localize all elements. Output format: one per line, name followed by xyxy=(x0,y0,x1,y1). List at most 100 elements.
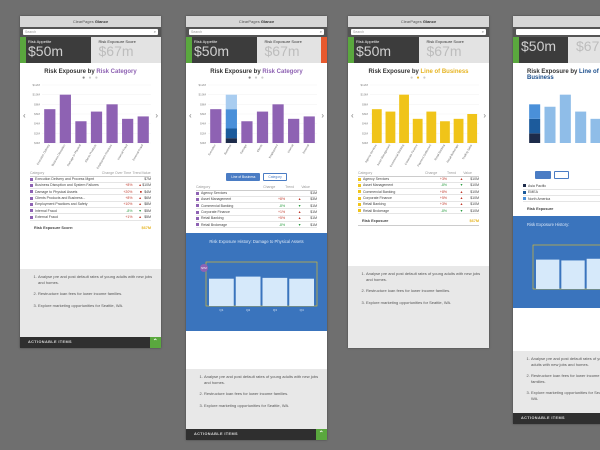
chevron-right-icon[interactable]: › xyxy=(321,111,324,120)
side-tab[interactable] xyxy=(513,37,519,63)
y-tick-label: $0M xyxy=(362,141,368,145)
y-tick-label: $12M xyxy=(32,83,40,87)
table-row[interactable]: Retail Banking +5% ▲ $1M xyxy=(196,215,317,223)
table-row[interactable]: Commercial Banking -8% ▼ $1M xyxy=(196,202,317,210)
color-swatch xyxy=(358,196,361,200)
search-icon[interactable]: ⌕ xyxy=(319,29,322,34)
table-header: Category xyxy=(30,171,102,177)
bar-segment xyxy=(225,128,237,139)
search-input[interactable]: Search xyxy=(189,29,324,35)
table-row[interactable]: Business Disruption and System Failures +… xyxy=(30,182,151,190)
action-item[interactable]: Restructure loan fees for lower income f… xyxy=(366,288,481,294)
table-row[interactable]: Damage to Physical Assets +20% ■ $4M xyxy=(30,188,151,196)
table-row[interactable]: Retail Banking +3% ▲ $10M xyxy=(358,201,479,209)
x-tick-label: Clients xyxy=(256,143,264,153)
table-row[interactable]: Retail Brokerage -8% ▼ $1M xyxy=(196,221,317,229)
kpi-risk-appetite[interactable]: $50m xyxy=(521,38,557,54)
value-marker-label: $7M xyxy=(201,266,207,270)
chevron-right-icon[interactable]: › xyxy=(483,111,486,120)
history-bar xyxy=(561,260,585,290)
action-item[interactable]: Analyse pre and post default rates of yo… xyxy=(204,374,319,385)
page-dots[interactable]: ● ● ● xyxy=(248,75,265,81)
chart-title: Risk Exposure by Line of Business xyxy=(527,69,599,81)
kpi-risk-exposure[interactable]: Risk Exposure Score $67m xyxy=(90,37,161,63)
table-row[interactable]: Retail Brokerage -8% ▼ $10M xyxy=(358,207,479,215)
chevron-left-icon[interactable]: ‹ xyxy=(23,111,26,120)
kpi-risk-exposure[interactable]: $67m xyxy=(568,37,600,63)
table-row[interactable]: Execution Delivery and Process Mgmt $7M xyxy=(30,176,151,183)
action-item[interactable]: Analyse pre and post default rates of yo… xyxy=(366,271,481,282)
search-icon[interactable]: ⌕ xyxy=(481,29,484,34)
kpi-risk-appetite[interactable]: Risk Appetite $50m xyxy=(356,39,392,59)
y-tick-label: $8M xyxy=(362,102,368,106)
side-tab-right[interactable] xyxy=(321,37,327,63)
actionable-items-footer[interactable]: ACTIONABLE ITEMS ⌃ xyxy=(186,429,327,440)
action-item[interactable]: Explore marketing opportunities for Seat… xyxy=(204,403,319,409)
toggle-category[interactable]: Category xyxy=(263,173,287,181)
bar-segment xyxy=(225,138,237,143)
table-header: Trend xyxy=(132,171,142,177)
legend-table: Category Change Over Time Trend Value Execut… xyxy=(30,171,151,221)
chart-title: Risk Exposure by Risk Category xyxy=(210,69,303,75)
chevron-left-icon[interactable]: ‹ xyxy=(351,111,354,120)
table-row[interactable]: Employment Practices and Safety +10% ▲ $8M xyxy=(30,201,151,209)
kpi-risk-exposure[interactable]: Risk Exposure Score $67m xyxy=(418,37,489,63)
bar xyxy=(385,111,396,143)
search-input[interactable]: Search xyxy=(351,29,486,35)
action-item[interactable]: Analyse pre and post default rates of yo… xyxy=(38,274,153,285)
kpi-risk-appetite[interactable]: Risk Appetite $50m xyxy=(28,39,64,59)
kpi-strip: Risk Appetite $50m Risk Exposure Score $67… xyxy=(20,37,161,63)
side-tab[interactable] xyxy=(186,37,192,63)
kpi-strip: Risk Appetite $50m Risk Exposure Score $67… xyxy=(186,37,327,63)
table-row[interactable]: Corporate Finance +1% ▲ $1M xyxy=(196,208,317,216)
toggle-button[interactable] xyxy=(553,171,569,179)
search-input[interactable] xyxy=(516,29,600,35)
y-tick-label: $4M xyxy=(34,122,40,126)
chevron-left-icon[interactable]: ‹ xyxy=(189,111,192,120)
table-header: Value xyxy=(141,171,151,177)
kpi-strip: Risk Appetite $50m Risk Exposure Score $67… xyxy=(348,37,489,63)
table-row[interactable]: Agency Services $1M xyxy=(196,190,317,197)
page-dots[interactable]: ● ● ● xyxy=(82,75,99,81)
table-row[interactable]: Asset Management -8% ▼ $10M xyxy=(358,182,479,190)
table-row[interactable]: Commercial Banking +8% ▲ $10M xyxy=(358,188,479,196)
action-item[interactable]: Restructure loan fees for lower income f… xyxy=(38,291,153,297)
action-item[interactable]: Restructure loan fees for lower income f… xyxy=(204,391,319,397)
view-toggle: Line of Business Category xyxy=(186,173,327,181)
table-row[interactable]: Corporate Finance +5% ▲ $10M xyxy=(358,194,479,202)
x-tick-label: Business xyxy=(223,143,232,155)
toggle-button[interactable] xyxy=(535,171,551,179)
bar xyxy=(122,118,134,143)
action-item[interactable]: Explore marketing opportunities for Seat… xyxy=(38,303,153,309)
action-item[interactable]: Explore marketing opportunities for Seat… xyxy=(366,300,481,306)
color-swatch xyxy=(358,209,361,213)
kpi-risk-appetite[interactable]: Risk Appetite $50m xyxy=(194,39,230,59)
table-row[interactable]: Internal Fraud -8% ▼ $5M xyxy=(30,207,151,215)
toggle-line-of-business[interactable]: Line of Business xyxy=(226,173,261,181)
screen-risk-category-drilldown: ClearPages Glance Search ⌕ Risk Appetite… xyxy=(186,16,327,440)
table-row[interactable]: Agency Services +3% ▲ $10M xyxy=(358,176,479,183)
app-title-bar: ClearPages Glance xyxy=(348,16,489,27)
search-icon[interactable]: ⌕ xyxy=(153,29,156,34)
table-row[interactable]: External Fraud +1% ▲ $5M xyxy=(30,213,151,221)
actionable-items-footer[interactable]: ACTIONABLE ITEMS xyxy=(513,413,600,424)
color-swatch xyxy=(196,210,199,214)
action-item[interactable]: Analyse pre and post default rates of yo… xyxy=(531,356,600,367)
side-tab[interactable] xyxy=(20,37,26,63)
x-tick-label: External Fraud xyxy=(131,143,144,161)
page-dots[interactable]: ● ● ● xyxy=(410,75,427,81)
table-row[interactable]: Asset Management +8% ▲ $3M xyxy=(196,196,317,204)
chevron-up-icon[interactable]: ⌃ xyxy=(150,337,161,348)
kpi-risk-exposure[interactable]: Risk Exposure Score $67m xyxy=(256,37,327,63)
chevron-up-icon[interactable]: ⌃ xyxy=(316,429,327,440)
screen-line-of-business: ClearPages Glance Search ⌕ Risk Appetite… xyxy=(348,16,489,348)
bar xyxy=(288,118,300,143)
side-tab[interactable] xyxy=(348,37,354,63)
chevron-right-icon[interactable]: › xyxy=(155,111,158,120)
search-input[interactable]: Search xyxy=(23,29,158,35)
actionable-items-footer[interactable]: ACTIONABLE ITEMS ⌃ xyxy=(20,337,161,348)
action-item[interactable]: Explore marketing opportunities for Seat… xyxy=(531,390,600,401)
screen-risk-category: ClearPages Glance Search ⌕ Risk Appetite… xyxy=(20,16,161,348)
table-row[interactable]: Clients Products and Business... +8% ▲ $6M xyxy=(30,194,151,202)
action-item[interactable]: Restructure loan fees for lower income f… xyxy=(531,373,600,384)
